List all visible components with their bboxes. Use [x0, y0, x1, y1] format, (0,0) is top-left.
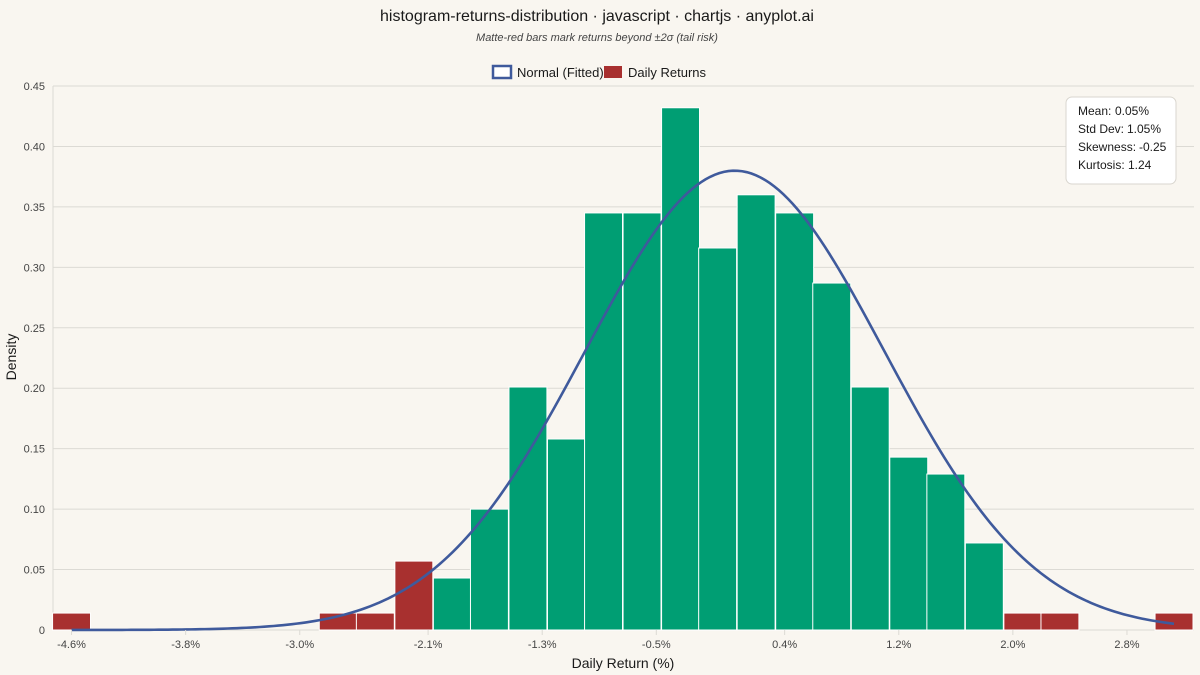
- x-tick-label: -4.6%: [57, 639, 86, 651]
- x-tick-label: 2.0%: [1000, 639, 1025, 651]
- legend: Normal (Fitted) Daily Returns: [491, 64, 707, 80]
- histogram-bar[interactable]: [432, 577, 472, 631]
- stats-row-skewness: Skewness: -0.25: [1078, 140, 1167, 154]
- y-axis-label: Density: [3, 334, 19, 381]
- histogram-bar[interactable]: [622, 212, 662, 631]
- x-axis-label: Daily Return (%): [572, 655, 675, 671]
- histogram-bar[interactable]: [926, 473, 966, 631]
- stats-row-mean: Mean: 0.05%: [1078, 104, 1149, 118]
- legend-label-daily-returns[interactable]: Daily Returns: [628, 65, 707, 80]
- histogram-bar[interactable]: [812, 282, 852, 631]
- y-tick-label: 0: [39, 625, 45, 637]
- stats-label-skewness: Skewness:: [1078, 140, 1136, 154]
- legend-swatch-daily-returns[interactable]: [604, 66, 622, 78]
- x-tick-label: 2.8%: [1114, 639, 1139, 651]
- histogram-bar[interactable]: [964, 542, 1004, 631]
- chart-title: histogram-returns-distribution · javascr…: [380, 8, 814, 25]
- histogram-bar[interactable]: [698, 247, 738, 631]
- x-tick-label: -0.5%: [642, 639, 671, 651]
- stats-box: Mean: 0.05% Std Dev: 1.05% Skewness: -0.…: [1065, 96, 1177, 185]
- x-tick-label: -3.8%: [171, 639, 200, 651]
- stats-value-std-dev: 1.05%: [1127, 122, 1161, 136]
- legend-swatch-normal-fitted[interactable]: [491, 64, 513, 80]
- y-tick-label: 0.05: [24, 565, 45, 577]
- stats-label-mean: Mean:: [1078, 104, 1111, 118]
- histogram-bar[interactable]: [736, 194, 776, 631]
- histogram-bar[interactable]: [889, 456, 929, 631]
- tail-bar[interactable]: [355, 612, 395, 631]
- stats-value-mean: 0.05%: [1115, 104, 1149, 118]
- y-tick-label: 0.40: [24, 141, 45, 153]
- y-tick-label: 0.20: [24, 383, 45, 395]
- histogram-bar[interactable]: [508, 386, 548, 631]
- tail-bar[interactable]: [394, 560, 434, 631]
- legend-label-normal-fitted[interactable]: Normal (Fitted): [517, 65, 604, 80]
- normal-curve-layer: [71, 169, 1175, 632]
- x-tick-label: 1.2%: [886, 639, 911, 651]
- histogram-bar[interactable]: [775, 212, 815, 631]
- stats-value-skewness: -0.25: [1139, 140, 1167, 154]
- y-tick-label: 0.15: [24, 444, 45, 456]
- tail-bar[interactable]: [52, 612, 92, 631]
- stats-label-std-dev: Std Dev:: [1078, 122, 1124, 136]
- histogram-bar[interactable]: [850, 386, 890, 631]
- chart-subtitle: Matte-red bars mark returns beyond ±2σ (…: [476, 32, 718, 44]
- stats-value-kurtosis: 1.24: [1128, 158, 1152, 172]
- stats-row-kurtosis: Kurtosis: 1.24: [1078, 158, 1152, 172]
- x-axis-ticks: -4.6% -3.8% -3.0% -2.1% -1.3% -0.5% 0.4% 1.2% 2.…: [57, 630, 1140, 651]
- histogram-bar[interactable]: [546, 438, 586, 631]
- y-tick-label: 0.30: [24, 262, 45, 274]
- histogram-bar[interactable]: [584, 212, 624, 631]
- x-tick-label: -2.1%: [414, 639, 443, 651]
- x-tick-label: 0.4%: [772, 639, 797, 651]
- tail-bar[interactable]: [1040, 612, 1080, 631]
- y-tick-label: 0.35: [24, 202, 45, 214]
- normal-fitted-curve: [71, 169, 1175, 632]
- histogram-bars: [52, 107, 1194, 631]
- stats-box-frame: [1065, 96, 1177, 185]
- tail-bar[interactable]: [1003, 612, 1043, 631]
- x-tick-label: -3.0%: [285, 639, 314, 651]
- y-tick-label: 0.45: [24, 81, 45, 93]
- x-tick-label: -1.3%: [528, 639, 557, 651]
- y-tick-label: 0.10: [24, 504, 45, 516]
- y-axis-ticks: 0 0.05 0.10 0.15 0.20 0.25 0.30 0.35 0.40 0.45: [24, 81, 45, 637]
- y-tick-label: 0.25: [24, 323, 45, 335]
- stats-row-std-dev: Std Dev: 1.05%: [1078, 122, 1161, 136]
- stats-label-kurtosis: Kurtosis:: [1078, 158, 1125, 172]
- histogram-bar[interactable]: [469, 508, 509, 631]
